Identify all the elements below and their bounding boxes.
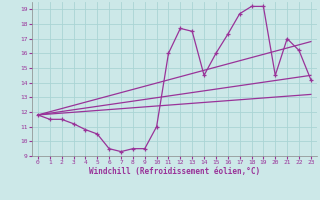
X-axis label: Windchill (Refroidissement éolien,°C): Windchill (Refroidissement éolien,°C) <box>89 167 260 176</box>
